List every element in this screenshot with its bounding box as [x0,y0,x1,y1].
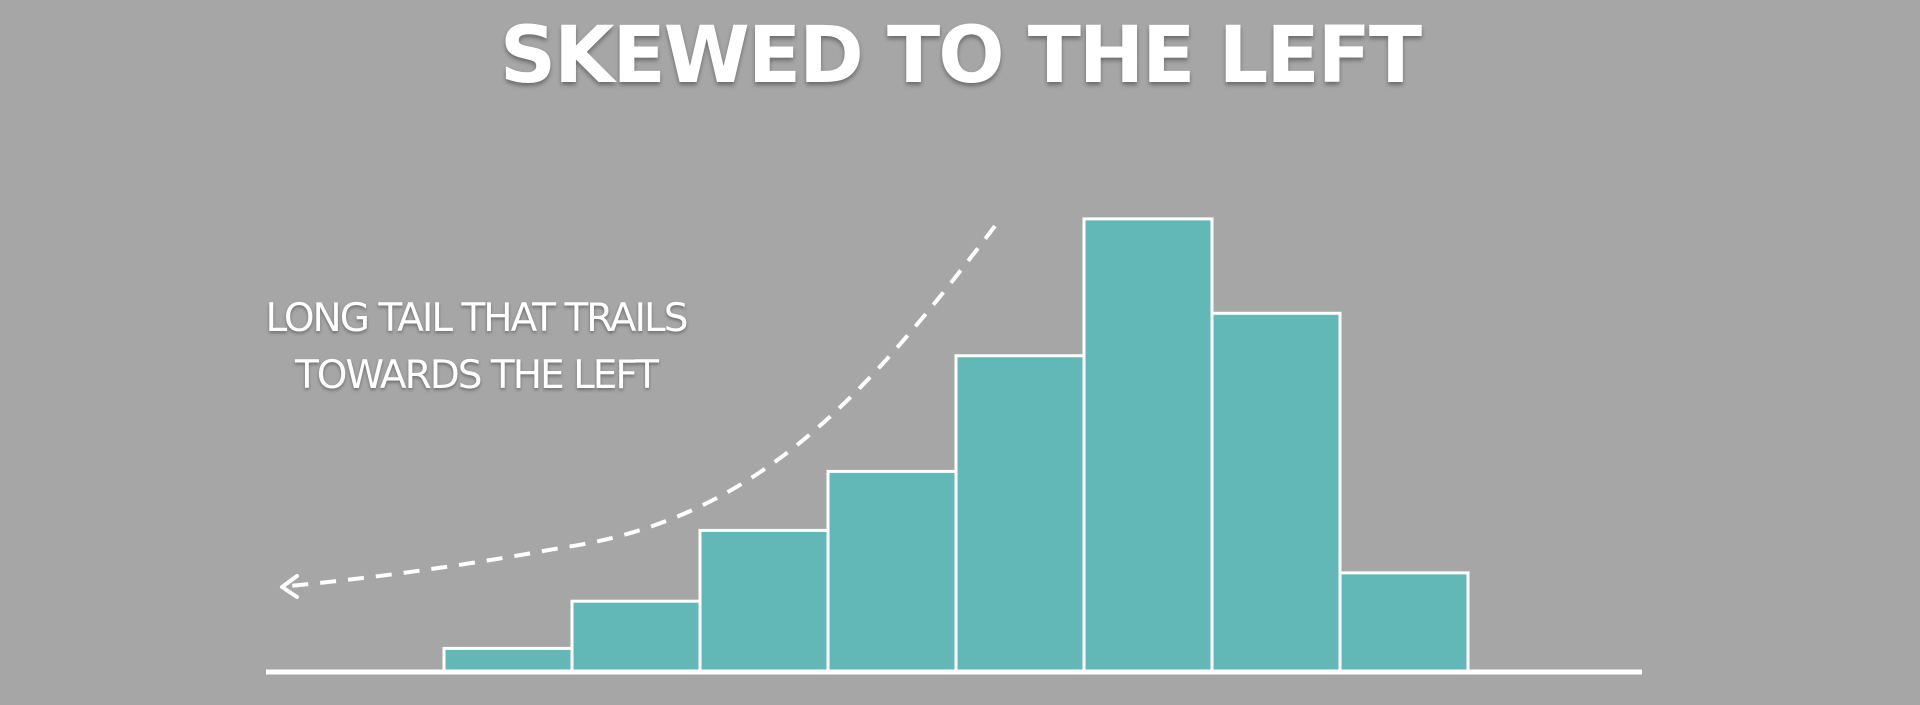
histogram-bar-3 [698,528,830,674]
histogram-bar-4 [826,469,958,674]
tail-arrowhead-icon [280,574,299,599]
histogram-bar-2 [570,599,702,674]
histogram-bar-1 [442,646,574,674]
histogram-bar-6 [1082,217,1214,674]
tail-annotation-line-1: LONG TAIL THAT TRAILS [265,296,689,341]
tail-annotation: LONG TAIL THAT TRAILS TOWARDS THE LEFT [236,290,716,404]
tail-annotation-line-2: TOWARDS THE LEFT [294,353,659,398]
chart-title: SKEWED TO THE LEFT [499,11,1422,101]
histogram-bar-8 [1338,571,1470,674]
tail-arrow [289,224,997,588]
histogram-bar-5 [954,354,1086,674]
histogram-bars [442,217,1470,674]
histogram-bar-7 [1210,311,1342,674]
